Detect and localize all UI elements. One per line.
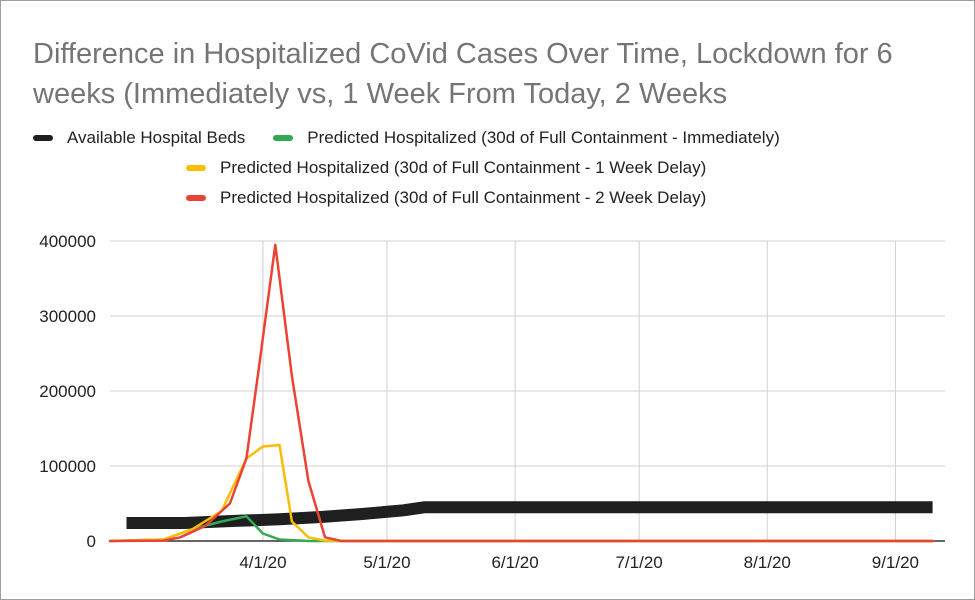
x-tick-label: 4/1/20 bbox=[239, 553, 286, 572]
x-tick-label: 5/1/20 bbox=[363, 553, 410, 572]
legend-label-1-week-delay: Predicted Hospitalized (30d of Full Cont… bbox=[220, 158, 707, 177]
legend-swatch-1-week-delay bbox=[186, 165, 206, 171]
legend-swatch-immediately bbox=[273, 135, 294, 141]
series-line-2-week-delay bbox=[108, 243, 934, 543]
series-line-1-week-delay bbox=[108, 443, 934, 543]
y-tick-label: 400000 bbox=[39, 232, 96, 251]
legend-item-beds[interactable]: Available Hospital Beds bbox=[33, 128, 245, 148]
x-tick-label: 7/1/20 bbox=[615, 553, 662, 572]
legend-label-immediately: Predicted Hospitalized (30d of Full Cont… bbox=[307, 128, 780, 147]
x-tick-label: 8/1/20 bbox=[744, 553, 791, 572]
y-tick-label: 100000 bbox=[39, 457, 96, 476]
legend-row-2: Predicted Hospitalized (30d of Full Cont… bbox=[186, 158, 734, 178]
legend-swatch-beds bbox=[33, 135, 53, 141]
series-line-available-hospital-beds bbox=[126, 501, 933, 529]
legend-item-immediately[interactable]: Predicted Hospitalized (30d of Full Cont… bbox=[273, 128, 780, 148]
series-line-immediately bbox=[108, 515, 934, 543]
chart-title: Difference in Hospitalized CoVid Cases O… bbox=[33, 38, 893, 110]
legend-item-1-week-delay[interactable]: Predicted Hospitalized (30d of Full Cont… bbox=[186, 158, 706, 178]
x-tick-label: 6/1/20 bbox=[491, 553, 538, 572]
legend-swatch-2-week-delay bbox=[186, 195, 206, 201]
x-tick-label: 9/1/20 bbox=[872, 553, 919, 572]
legend-label-beds: Available Hospital Beds bbox=[67, 128, 246, 147]
legend-row-3: Predicted Hospitalized (30d of Full Cont… bbox=[186, 188, 734, 208]
y-tick-label: 0 bbox=[87, 532, 96, 551]
legend-row-1: Available Hospital Beds Predicted Hospit… bbox=[33, 128, 808, 148]
legend-item-2-week-delay[interactable]: Predicted Hospitalized (30d of Full Cont… bbox=[186, 188, 706, 208]
legend-label-2-week-delay: Predicted Hospitalized (30d of Full Cont… bbox=[220, 188, 707, 207]
y-tick-label: 300000 bbox=[39, 307, 96, 326]
y-tick-label: 200000 bbox=[39, 382, 96, 401]
